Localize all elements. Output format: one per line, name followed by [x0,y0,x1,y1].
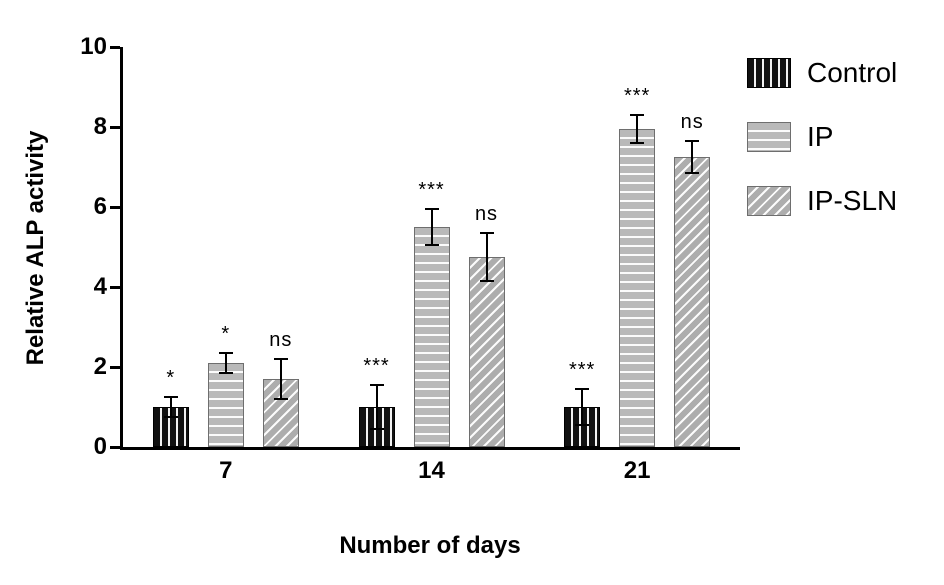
legend-entry-ip: IP [747,121,897,153]
error-bar-cap-top [479,232,494,234]
error-bar-line [224,353,227,373]
error-bar-line [691,141,694,173]
error-bar-cap-bottom [630,142,645,144]
error-bar-cap-bottom [273,398,288,400]
y-axis-tick [110,285,120,289]
bar-ip-day-21 [619,129,656,447]
error-bar-line [279,359,282,399]
y-axis-tick [110,125,120,129]
ip-pattern-swatch-icon [747,122,791,152]
y-axis-tick-label: 8 [93,113,107,140]
y-axis-tick [110,205,120,209]
error-bar-cap-top [424,208,439,210]
y-axis-tick-label: 10 [80,33,107,60]
y-axis-title: Relative ALP activity [22,130,49,366]
bar-ip-sln-day-14 [468,257,505,447]
significance-label: * [166,367,176,389]
significance-label: * [221,323,231,345]
significance-label: *** [623,85,651,107]
error-bar-cap-bottom [163,416,178,418]
error-bar-line [636,115,639,143]
ip-sln-pattern-swatch-icon [747,186,791,216]
bar-ip-sln-day-21 [674,157,711,447]
error-bar-cap-bottom [479,280,494,282]
error-bar-line [430,209,433,245]
significance-label: ns [269,329,293,351]
error-bar-cap-top [369,384,384,386]
y-axis-tick-label: 6 [93,193,107,220]
significance-label: *** [418,179,445,201]
error-bar-cap-top [630,114,645,116]
significance-label: *** [568,359,596,381]
error-bar-cap-bottom [369,428,384,430]
error-bar-cap-bottom [685,172,700,174]
x-axis-tick-label: 14 [418,457,445,484]
bar-ip-day-7 [207,363,244,447]
y-axis-tick-label: 4 [93,273,107,300]
error-bar-cap-bottom [424,244,439,246]
error-bar-cap-bottom [575,424,590,426]
significance-label: ns [680,111,704,133]
legend-label-ip-sln: IP-SLN [807,185,898,216]
plot-area: 0 2 4 6 8 10 7 * * ns 14 *** *** ns 21 *** *** ns [80,33,740,484]
error-bar-cap-top [575,388,590,390]
y-axis-tick-label: 2 [93,353,107,380]
error-bar-line [375,385,378,429]
error-bar-line [485,233,488,281]
legend-label-ip: IP [807,121,834,152]
legend-label-control: Control [807,57,898,88]
error-bar-cap-top [685,140,700,142]
y-axis-tick [110,45,120,49]
legend-entry-ip-sln: IP-SLN [747,185,897,217]
error-bar-line [169,397,172,417]
legend-entry-control: Control [747,57,897,89]
error-bar-line [581,389,584,425]
error-bar-cap-top [273,358,288,360]
y-axis-tick-label: 0 [93,433,107,460]
x-axis-tick-label: 21 [623,457,651,484]
error-bar-cap-bottom [218,372,233,374]
error-bar-cap-top [218,352,233,354]
significance-label: *** [363,355,390,377]
y-axis-tick [110,445,120,449]
legend: Control IP IP-SLN [747,57,897,249]
y-axis-tick [110,365,120,369]
error-bar-cap-top [163,396,178,398]
significance-label: ns [474,203,499,225]
x-axis-tick-label: 7 [219,457,233,484]
x-axis-title: Number of days [339,532,521,559]
bar-ip-day-14 [413,227,450,447]
control-pattern-swatch-icon [747,58,791,88]
